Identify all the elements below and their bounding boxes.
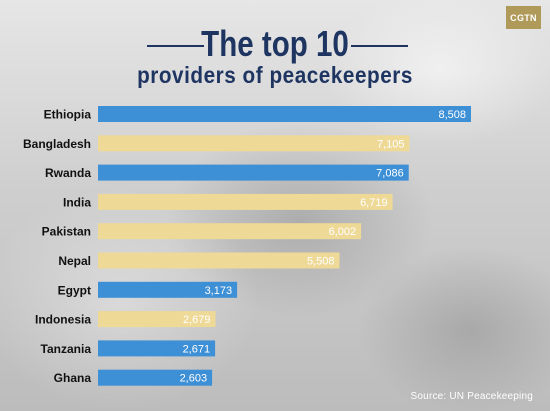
category-label: India xyxy=(63,195,91,209)
category-label: Rwanda xyxy=(45,166,91,180)
value-label: 2,603 xyxy=(180,373,208,385)
value-label: 8,508 xyxy=(438,109,466,121)
category-label: Bangladesh xyxy=(23,137,91,151)
category-label: Pakistan xyxy=(42,225,91,239)
bar xyxy=(98,106,471,122)
value-label: 7,086 xyxy=(376,168,404,180)
value-label: 2,679 xyxy=(183,314,211,326)
category-label: Ghana xyxy=(54,371,92,385)
bar xyxy=(98,223,362,240)
category-label: Egypt xyxy=(58,283,91,297)
value-label: 6,002 xyxy=(329,226,357,238)
category-label: Ethiopia xyxy=(44,108,92,122)
value-label: 6,719 xyxy=(360,197,388,209)
bar xyxy=(98,252,340,269)
source-note: Source: UN Peacekeeping xyxy=(410,391,533,402)
value-label: 5,508 xyxy=(307,256,335,268)
bar xyxy=(98,164,409,181)
bar xyxy=(98,369,213,386)
bar xyxy=(98,193,393,210)
bars-layer: Ethiopia 8,508 Bangladesh 7,105 Rwanda 7,086 I… xyxy=(23,106,471,386)
bar xyxy=(98,340,216,357)
chart-title-line1: The top 10 xyxy=(201,23,349,64)
category-label: Tanzania xyxy=(41,342,92,356)
value-label: 7,105 xyxy=(377,138,405,150)
bar xyxy=(98,311,216,328)
category-label: Nepal xyxy=(58,254,91,268)
cgtn-logo: CGTN xyxy=(506,6,541,29)
chart-title-line2: providers of peacekeepers xyxy=(137,62,413,88)
value-label: 3,173 xyxy=(205,285,233,297)
value-label: 2,671 xyxy=(183,343,211,355)
bar xyxy=(98,281,238,298)
title-rule-right xyxy=(351,45,408,47)
category-label: Indonesia xyxy=(35,313,91,327)
title-rule-left xyxy=(147,45,204,47)
bar xyxy=(98,135,410,152)
